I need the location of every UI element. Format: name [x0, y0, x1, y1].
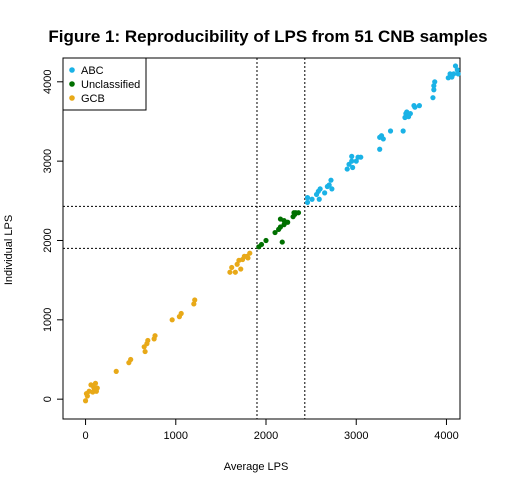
point-abc — [322, 190, 328, 196]
point-abc — [455, 71, 461, 77]
point-gcb — [232, 269, 238, 275]
y-tick-label: 2000 — [42, 228, 54, 252]
point-abc — [451, 71, 457, 77]
legend-label-unclassified: Unclassified — [81, 79, 140, 91]
point-unclassified — [279, 239, 285, 245]
point-abc — [353, 158, 359, 164]
point-abc — [350, 164, 356, 171]
point-abc — [454, 67, 460, 73]
point-gcb — [92, 380, 99, 386]
point-gcb — [145, 337, 151, 344]
point-abc — [387, 128, 394, 134]
y-tick-label: 3000 — [42, 149, 54, 173]
point-unclassified — [258, 241, 265, 248]
point-abc — [304, 195, 311, 201]
point-gcb — [152, 333, 158, 339]
point-abc — [349, 158, 355, 164]
point-abc — [329, 186, 335, 192]
point-gcb — [245, 255, 251, 261]
x-tick-label: 2000 — [254, 430, 278, 442]
point-unclassified — [295, 210, 302, 216]
point-abc — [377, 146, 383, 152]
point-gcb — [84, 393, 90, 399]
x-tick-label: 3000 — [344, 430, 368, 442]
point-gcb — [178, 310, 184, 317]
legend: ABC Unclassified GCB — [62, 57, 147, 111]
y-tick-label: 4000 — [42, 70, 54, 94]
point-gcb — [113, 368, 119, 374]
point-abc — [452, 63, 459, 69]
point-abc — [349, 153, 355, 159]
y-tick-label: 0 — [42, 396, 54, 402]
point-gcb — [191, 301, 197, 307]
point-abc — [358, 154, 364, 160]
point-gcb — [94, 385, 100, 391]
point-gcb — [169, 317, 175, 323]
plot-area: 0 1000 2000 3000 4000 0 1000 2000 3000 4000 — [42, 57, 461, 442]
point-abc — [430, 95, 436, 101]
point-gcb — [142, 348, 148, 355]
point-gcb — [192, 297, 198, 303]
point-abc — [380, 136, 386, 142]
x-tick-label: 0 — [82, 430, 88, 442]
point-gcb — [238, 266, 244, 272]
point-unclassified — [285, 219, 291, 225]
point-abc — [400, 128, 406, 134]
x-tick-label: 1000 — [164, 430, 188, 442]
point-abc — [412, 104, 418, 110]
point-abc — [344, 166, 350, 172]
point-abc — [416, 103, 422, 109]
point-abc — [304, 199, 311, 205]
legend-box — [62, 57, 147, 111]
point-abc — [326, 182, 332, 188]
point-abc — [328, 177, 334, 183]
point-unclassified — [272, 229, 278, 236]
point-abc — [431, 87, 437, 93]
y-tick-label: 1000 — [42, 308, 54, 332]
plot-frame — [62, 57, 461, 420]
point-abc — [316, 196, 322, 202]
point-unclassified — [263, 237, 269, 244]
legend-marker-abc — [69, 67, 75, 73]
point-abc — [431, 83, 437, 89]
x-axis-label: Average LPS — [224, 461, 289, 473]
legend-marker-gcb — [69, 95, 75, 101]
y-axis-label: Individual LPS — [3, 215, 15, 285]
point-abc — [317, 186, 323, 192]
point-abc — [432, 79, 438, 85]
legend-label-gcb: GCB — [81, 93, 105, 105]
point-abc — [407, 110, 413, 117]
legend-label-abc: ABC — [81, 65, 104, 77]
point-gcb — [247, 250, 253, 256]
x-tick-label: 4000 — [434, 430, 458, 442]
legend-marker-unclassified — [69, 81, 75, 87]
point-gcb — [234, 261, 240, 267]
point-gcb — [227, 269, 233, 275]
point-abc — [309, 196, 315, 202]
chart-title: Figure 1: Reproducibility of LPS from 51… — [48, 27, 487, 46]
point-gcb — [229, 264, 235, 271]
point-gcb — [82, 398, 89, 404]
point-gcb — [128, 356, 134, 363]
